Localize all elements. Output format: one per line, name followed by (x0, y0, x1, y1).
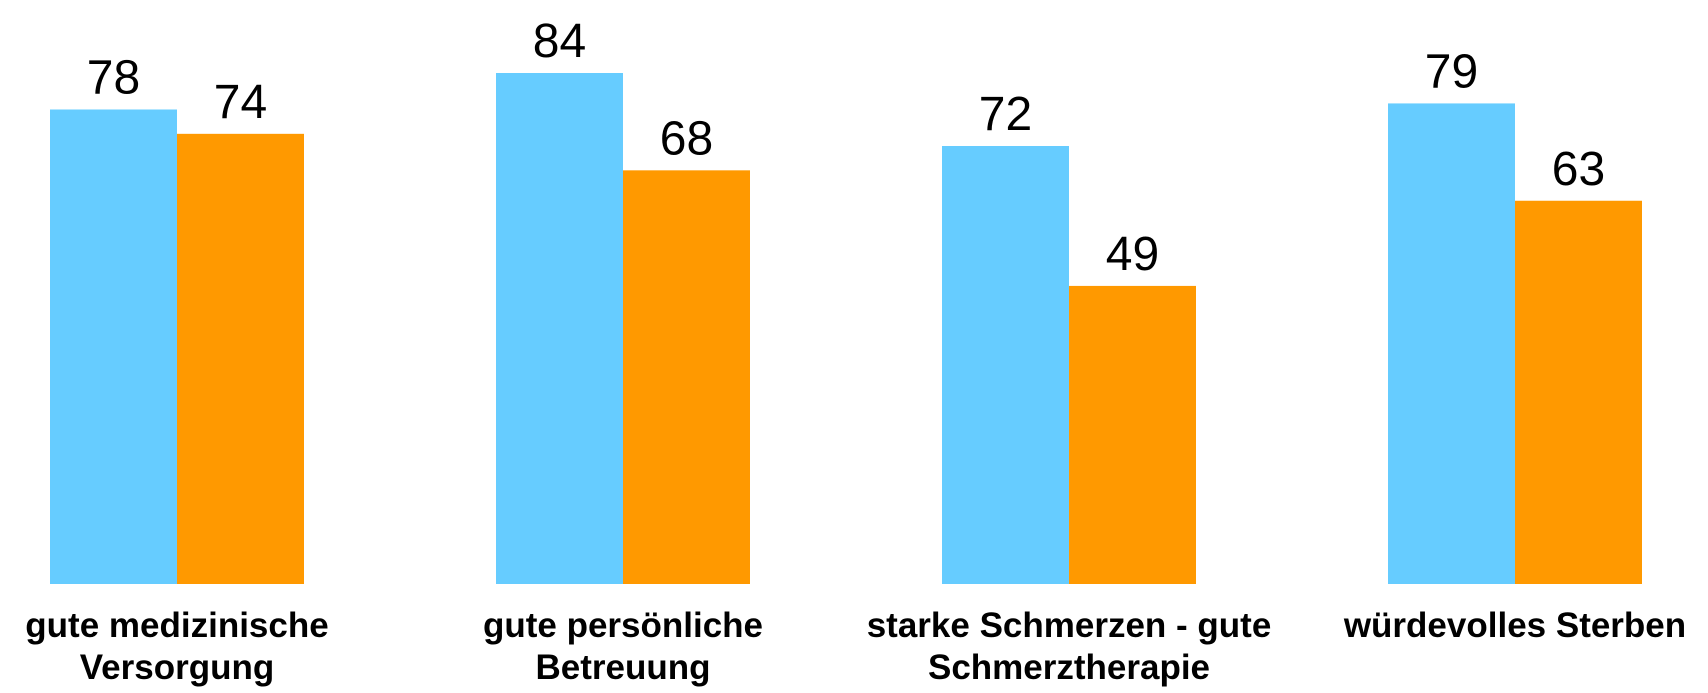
x-tick-label: starke Schmerzen - gute Schmerztherapie (866, 606, 1272, 687)
value-label: 78 (87, 52, 140, 105)
x-tick-label: würdevolles Sterben (1343, 606, 1687, 645)
bar (1069, 285, 1196, 584)
value-label: 84 (533, 15, 586, 68)
bar (177, 133, 304, 585)
x-tick-label: gute persönliche Betreuung (482, 606, 764, 687)
bar (942, 146, 1069, 584)
value-label: 49 (1106, 228, 1159, 281)
value-label: 74 (214, 76, 267, 129)
bar (623, 170, 750, 585)
x-tick-label: gute medizinische Versorgung (25, 606, 329, 687)
bar (496, 73, 623, 584)
value-label: 79 (1425, 45, 1478, 98)
bar (1515, 200, 1642, 584)
bar (1388, 103, 1515, 585)
bar (50, 109, 177, 584)
value-label: 72 (979, 88, 1032, 141)
value-label: 63 (1552, 143, 1605, 196)
value-label: 68 (660, 112, 713, 165)
